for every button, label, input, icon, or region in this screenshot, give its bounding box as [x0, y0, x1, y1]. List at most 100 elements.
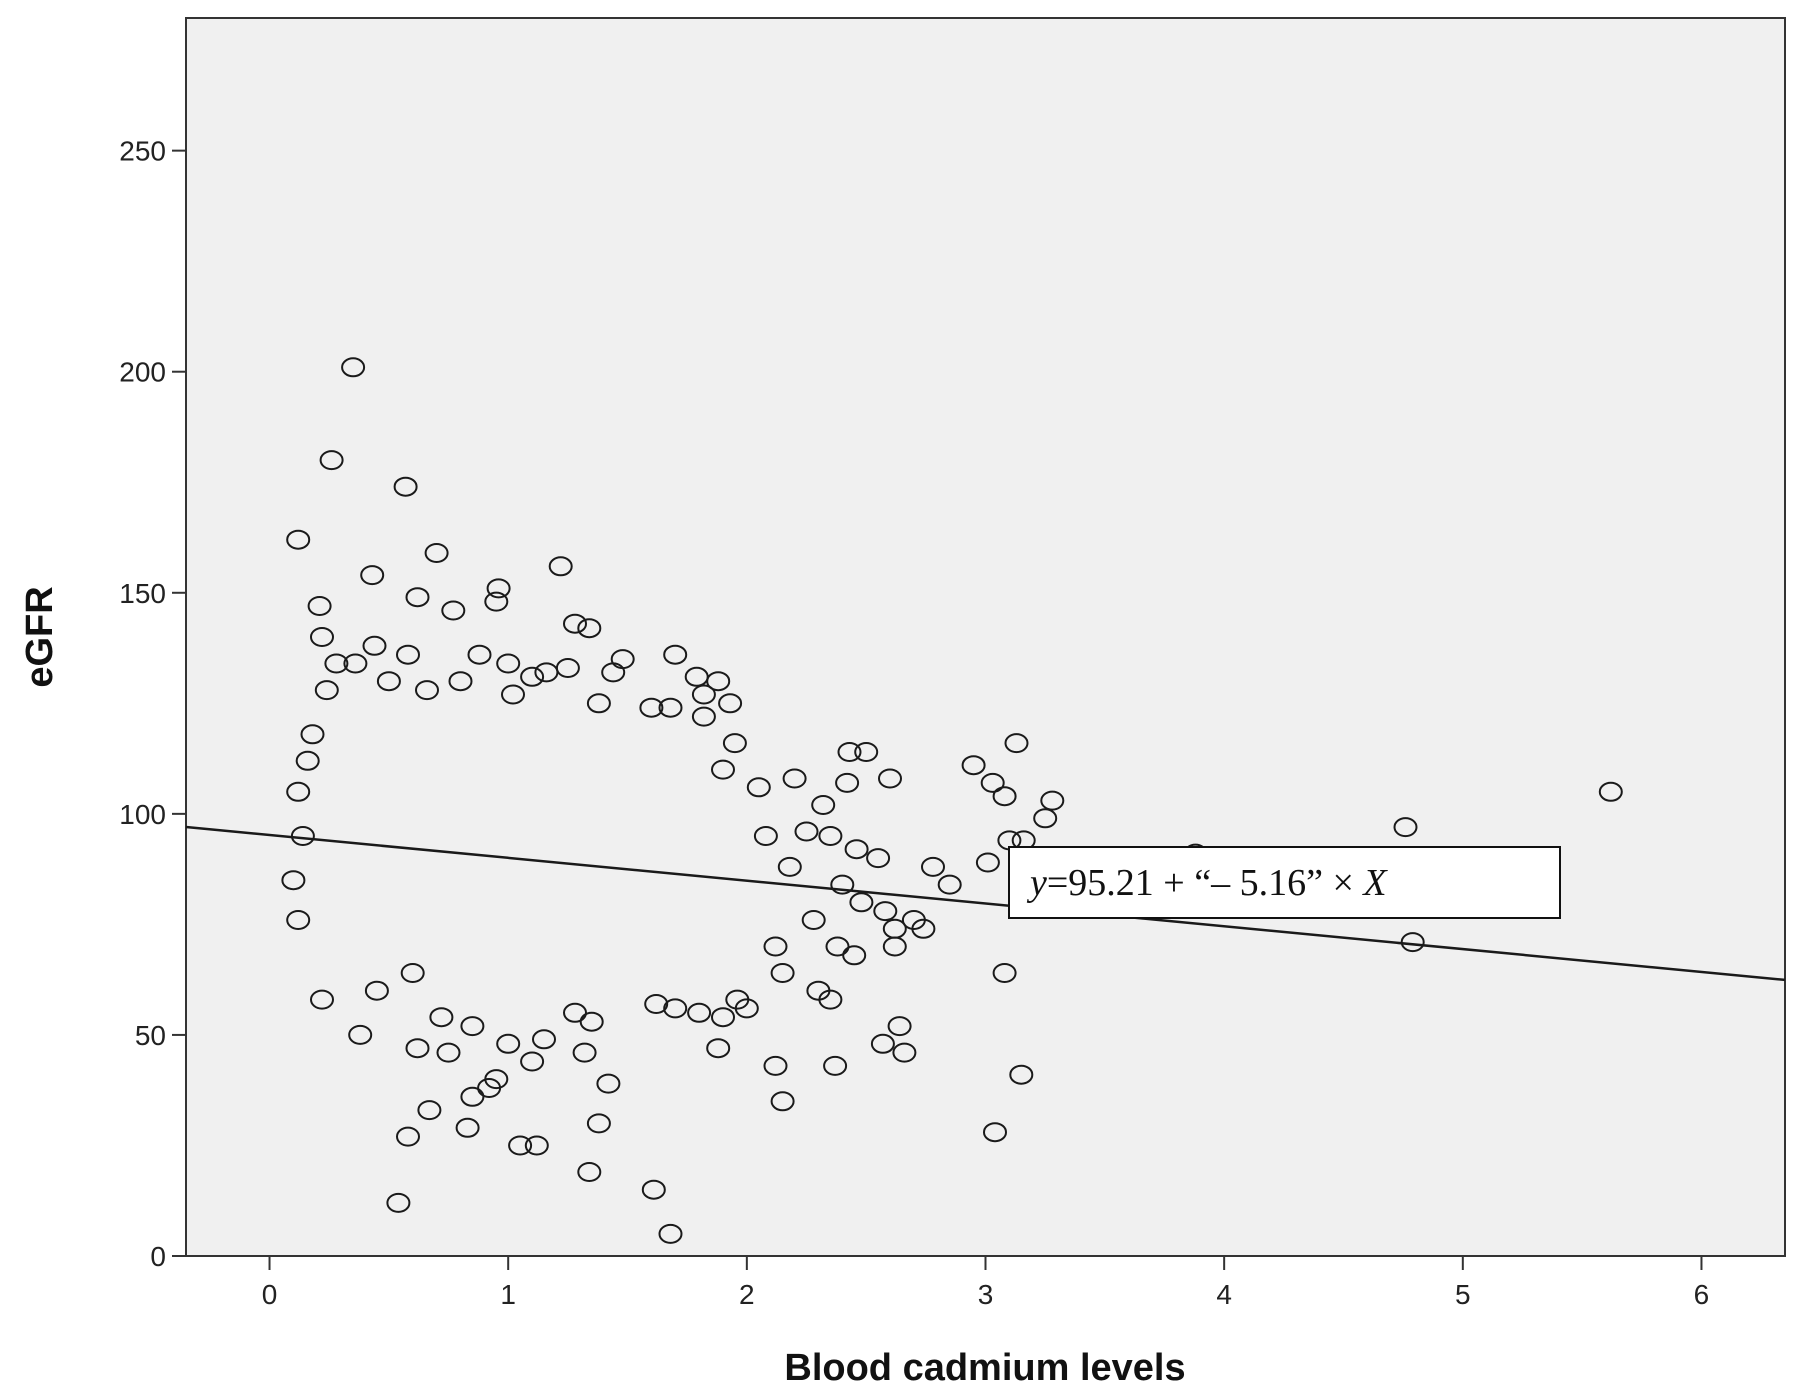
data-point	[706, 1038, 731, 1059]
data-point	[508, 1135, 533, 1156]
data-point	[842, 945, 867, 966]
data-point	[467, 644, 492, 665]
data-point	[830, 874, 855, 895]
data-point	[811, 795, 836, 815]
data-point	[520, 666, 545, 687]
data-point	[911, 918, 936, 939]
data-point	[577, 1162, 602, 1182]
x-tick-label: 1	[500, 1279, 516, 1310]
x-tick-label: 4	[1216, 1279, 1232, 1310]
data-point	[763, 1055, 788, 1076]
data-point	[1393, 817, 1418, 838]
regression-equation: y=95.21 + “– 5.16” × X	[1026, 862, 1388, 904]
data-point	[663, 644, 688, 665]
data-point	[975, 852, 1000, 873]
data-point	[691, 684, 716, 705]
data-point	[658, 1223, 683, 1244]
data-point	[460, 1016, 485, 1037]
data-point	[319, 450, 344, 471]
y-tick-label: 50	[135, 1020, 166, 1051]
data-point	[572, 1042, 597, 1063]
data-point	[486, 578, 511, 599]
data-point	[281, 870, 306, 891]
data-point	[641, 1179, 666, 1200]
data-point	[520, 1051, 545, 1072]
data-point	[429, 1007, 454, 1028]
data-point	[711, 1007, 735, 1028]
data-point	[324, 653, 349, 674]
data-point	[770, 1091, 795, 1112]
x-tick-label: 3	[978, 1279, 994, 1310]
y-tick-label: 0	[150, 1241, 166, 1272]
data-point	[1004, 733, 1029, 754]
data-point	[343, 653, 368, 674]
equation-x-variable: X	[1361, 862, 1388, 904]
data-point	[873, 901, 898, 922]
data-point	[586, 1113, 611, 1134]
data-point	[746, 777, 771, 798]
data-point	[601, 662, 626, 683]
regression-line	[185, 825, 1786, 982]
y-axis-ticks: 0 50 100 150 200 250	[119, 136, 186, 1272]
data-point	[393, 476, 418, 497]
data-point	[295, 750, 320, 771]
data-point	[854, 742, 879, 762]
data-point	[314, 680, 339, 701]
data-point	[777, 856, 802, 877]
data-point	[1033, 808, 1058, 829]
data-point	[644, 994, 669, 1014]
data-point	[980, 772, 1005, 793]
y-tick-label: 250	[119, 136, 166, 167]
data-point	[658, 697, 683, 718]
data-point	[555, 658, 580, 678]
data-point	[687, 1002, 712, 1023]
data-point	[770, 963, 795, 983]
data-point	[496, 653, 521, 674]
x-tick-label: 0	[262, 1279, 278, 1310]
data-point	[870, 1033, 895, 1054]
data-point	[823, 1055, 848, 1076]
data-point	[849, 892, 874, 913]
data-point	[782, 768, 807, 789]
data-point	[818, 989, 843, 1010]
data-point	[992, 963, 1017, 983]
y-tick-label: 200	[119, 357, 166, 388]
data-point	[763, 936, 788, 957]
data-point	[524, 1135, 549, 1156]
data-point	[286, 781, 311, 802]
data-point	[436, 1042, 461, 1063]
data-point	[441, 600, 466, 621]
data-point	[586, 693, 611, 714]
equation-body: =95.21 + “– 5.16” ×	[1047, 862, 1364, 904]
data-point	[1598, 781, 1623, 802]
data-point	[794, 821, 819, 842]
data-point	[496, 1033, 521, 1054]
data-point	[415, 680, 439, 701]
data-point	[362, 635, 387, 656]
data-point	[396, 644, 420, 665]
x-axis-ticks: 0 1 2 3 4 5 6	[262, 1256, 1709, 1310]
data-point	[579, 1011, 604, 1032]
data-point	[501, 684, 525, 705]
data-point	[882, 936, 907, 957]
data-point	[341, 357, 366, 378]
data-points	[281, 357, 1623, 1244]
data-point	[961, 755, 986, 776]
y-tick-label: 150	[119, 578, 166, 609]
data-point	[818, 826, 843, 846]
y-axis-title: eGFR	[19, 586, 61, 687]
data-point	[448, 671, 473, 692]
data-point	[364, 980, 389, 1001]
data-point	[286, 529, 311, 550]
data-point	[992, 786, 1017, 807]
data-point	[639, 697, 664, 718]
data-point	[1009, 1064, 1034, 1085]
equation-y-variable: y	[1026, 862, 1047, 904]
x-tick-label: 2	[739, 1279, 755, 1310]
data-point	[722, 733, 747, 754]
data-point	[837, 742, 862, 762]
data-point	[887, 1016, 912, 1037]
data-point	[484, 1069, 509, 1090]
